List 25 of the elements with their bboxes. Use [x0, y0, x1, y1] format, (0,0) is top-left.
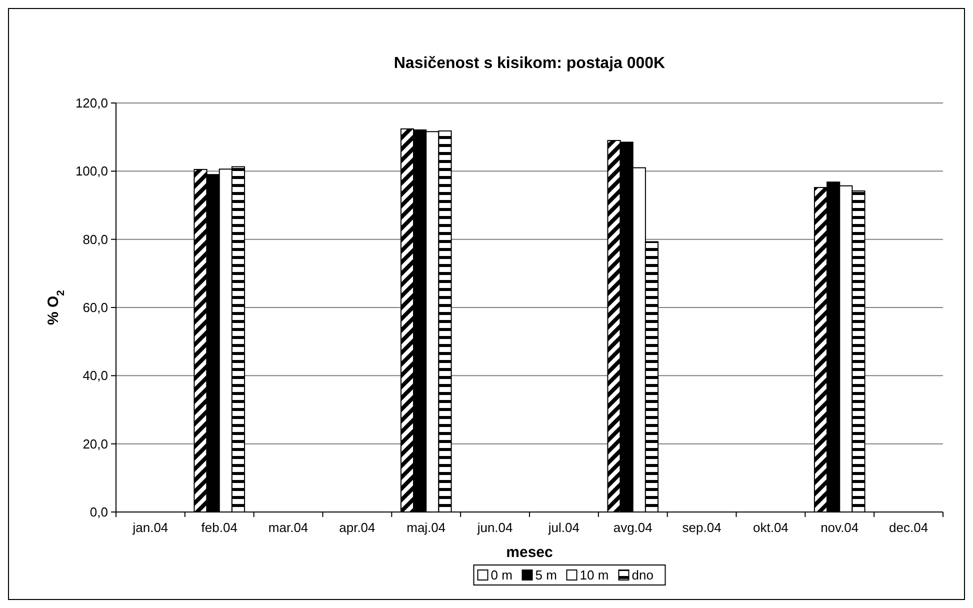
x-tick-label: dec.04 [889, 520, 928, 535]
x-tick-label: maj.04 [406, 520, 446, 535]
x-tick-label: mar.04 [268, 520, 308, 535]
x-tick-label: okt.04 [752, 520, 788, 535]
legend-label: dno [632, 568, 654, 583]
x-tick-label: jan.04 [132, 520, 168, 535]
x-tick-label: avg.04 [613, 520, 652, 535]
x-tick-label: feb.04 [201, 520, 238, 535]
chart-title: Nasičenost s kisikom: postaja 000K [394, 55, 666, 72]
y-tick-label: 20,0 [82, 436, 108, 452]
x-tick-label: apr.04 [339, 520, 376, 535]
y-tick-label: 40,0 [82, 368, 108, 384]
y-tick-label: 120,0 [75, 96, 108, 111]
x-tick-label: nov.04 [820, 520, 859, 535]
legend-label: 10 m [580, 568, 609, 583]
y-tick-label: 100,0 [75, 164, 108, 179]
x-tick-label: sep.04 [682, 520, 722, 535]
legend-label: 0 m [490, 568, 512, 583]
x-tick-label: jun.04 [476, 520, 513, 535]
x-tick-label: jul.04 [547, 520, 580, 535]
y-tick-label: 60,0 [82, 300, 108, 316]
y-tick-label: 80,0 [82, 232, 108, 247]
y-tick-label: 0,0 [90, 504, 108, 520]
legend-label: 5 m [535, 568, 557, 583]
x-axis-title: mesec [506, 544, 553, 561]
